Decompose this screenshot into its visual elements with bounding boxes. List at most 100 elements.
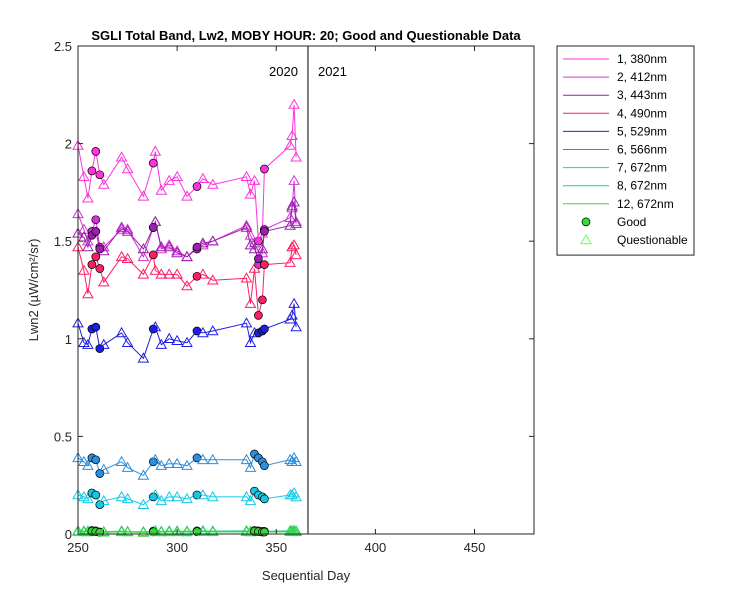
questionable-point <box>163 239 176 250</box>
questionable-point <box>97 338 110 349</box>
questionable-point <box>137 268 150 279</box>
questionable-point <box>248 174 261 185</box>
good-point <box>87 166 97 176</box>
questionable-point <box>286 129 298 140</box>
questionable-point <box>288 297 300 308</box>
questionable-point <box>149 215 162 226</box>
y-axis-label: Lwn2 (µW/cm²/sr) <box>26 239 41 342</box>
questionable-point <box>171 246 183 258</box>
chart-title: SGLI Total Band, Lw2, MOBY HOUR: 20; Goo… <box>91 28 521 43</box>
questionable-point <box>206 178 219 189</box>
questionable-point <box>240 453 253 465</box>
questionable-point <box>149 453 162 465</box>
questionable-point <box>137 526 150 537</box>
questionable-point <box>181 280 193 291</box>
good-point <box>260 461 269 471</box>
questionable-point <box>240 317 253 328</box>
questionable-point <box>171 525 183 537</box>
questionable-point <box>288 174 300 185</box>
questionable-point <box>155 494 168 506</box>
questionable-point <box>155 242 168 254</box>
y-tick-label: 2 <box>65 137 72 152</box>
questionable-point <box>197 268 209 279</box>
legend-label: 2, 412nm <box>617 70 667 84</box>
good-point <box>260 494 269 504</box>
y-tick-label: 1 <box>65 332 72 347</box>
questionable-point <box>181 525 193 537</box>
questionable-point <box>121 225 134 236</box>
good-point <box>260 260 269 269</box>
good-point <box>91 322 101 332</box>
good-point <box>254 254 263 264</box>
legend-questionable-marker <box>580 233 592 245</box>
questionable-point <box>171 268 183 279</box>
questionable-point <box>290 217 302 228</box>
questionable-point <box>163 241 176 252</box>
questionable-point <box>115 151 128 162</box>
questionable-point <box>206 274 219 285</box>
questionable-point <box>163 332 176 343</box>
questionable-point <box>78 170 90 181</box>
questionable-point <box>288 98 300 109</box>
questionable-point <box>82 192 94 203</box>
questionable-point <box>171 334 183 345</box>
y-tick-label: 0 <box>65 527 72 542</box>
plot-area: 2020 2021 250 300 350 400 450 0 0.5 1 1.5 2 2.5 <box>54 39 535 555</box>
questionable-point <box>121 336 134 347</box>
x-axis-label: Sequential Day <box>262 568 351 583</box>
questionable-point <box>121 252 134 263</box>
questionable-point <box>206 525 219 537</box>
questionable-point <box>181 459 193 470</box>
questionable-point <box>171 457 183 468</box>
questionable-point <box>197 172 209 183</box>
good-point <box>148 158 158 168</box>
questionable-point <box>121 525 134 537</box>
questionable-point <box>137 190 150 201</box>
questionable-point <box>244 461 257 472</box>
good-point <box>91 215 101 225</box>
questionable-point <box>197 326 209 338</box>
legend: 1, 380nm 2, 412nm 3, 443nm 4, 490nm 5, 529nm… <box>556 45 695 256</box>
legend-label: 5, 529nm <box>617 124 667 138</box>
legend-label: 4, 490nm <box>617 106 667 120</box>
questionable-point <box>244 188 257 199</box>
questionable-point <box>97 494 110 506</box>
good-point <box>95 170 105 180</box>
questionable-point <box>244 297 257 308</box>
questionable-point <box>115 455 128 466</box>
questionable-point <box>149 488 162 500</box>
questionable-point <box>244 239 257 250</box>
good-point <box>260 324 269 334</box>
questionable-point <box>149 145 162 156</box>
legend-label: 1, 380nm <box>617 52 667 66</box>
x-tick-label: 250 <box>67 540 89 555</box>
questionable-point <box>82 338 94 349</box>
x-tick-label: 450 <box>464 540 486 555</box>
good-point <box>260 527 269 537</box>
questionable-point <box>155 268 168 279</box>
questionable-point <box>97 463 110 474</box>
questionable-point <box>286 309 298 320</box>
questionable-point <box>149 525 162 536</box>
legend-box <box>556 45 695 256</box>
questionable-point <box>240 170 253 181</box>
legend-label: 12, 672nm <box>617 197 674 211</box>
questionable-point <box>206 235 219 246</box>
questionable-point <box>197 525 209 536</box>
good-point <box>87 260 97 269</box>
good-point <box>192 271 202 281</box>
questionable-point <box>181 492 193 504</box>
questionable-point <box>155 525 168 537</box>
series-6 <box>72 449 302 480</box>
questionable-point <box>163 457 176 468</box>
questionable-point <box>181 190 193 201</box>
questionable-point <box>256 242 269 254</box>
questionable-point <box>155 459 168 470</box>
questionable-point <box>290 490 302 502</box>
questionable-point <box>248 242 261 254</box>
questionable-point <box>72 525 84 536</box>
questionable-point <box>115 221 128 232</box>
questionable-point <box>137 242 150 254</box>
legend-label: 3, 443nm <box>617 88 667 102</box>
questionable-point <box>290 455 302 466</box>
